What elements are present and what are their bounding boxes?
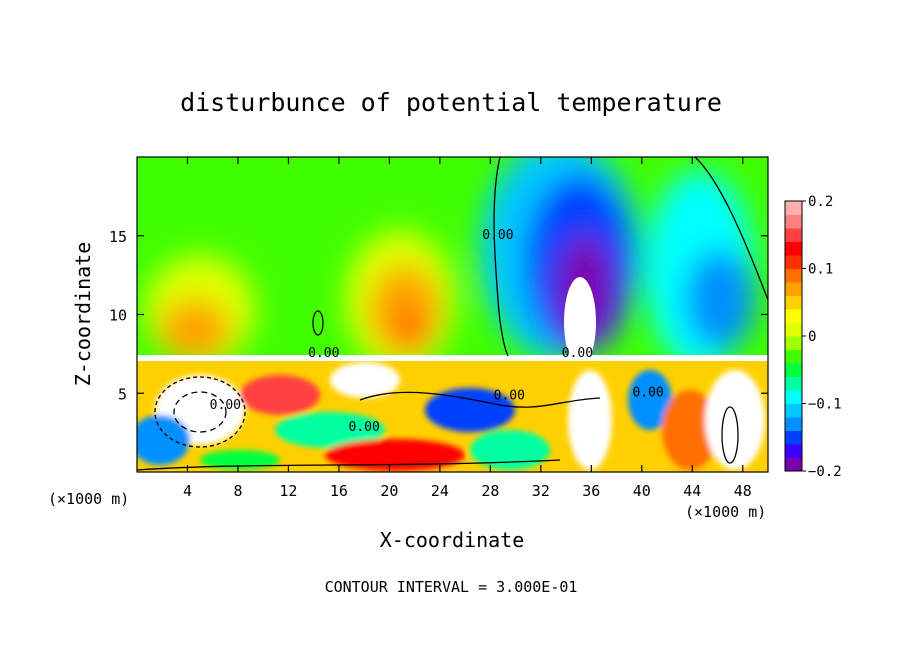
z-tick-label: 5 bbox=[118, 385, 127, 403]
colorbar-tick-label: −0.1 bbox=[808, 397, 842, 413]
colorbar-swatch bbox=[785, 349, 802, 364]
y-axis-label: Z-coordinate bbox=[71, 242, 95, 387]
contour-labels: 0.00 0.00 0.00 0.00 0.00 0.00 0.00 bbox=[210, 228, 664, 435]
x-tick-label: 28 bbox=[481, 482, 499, 500]
colorbar-tick-label: −0.2 bbox=[808, 464, 842, 480]
contour-label: 0.00 bbox=[482, 228, 513, 243]
z-tick-label: 10 bbox=[109, 307, 127, 325]
x-axis-label: X-coordinate bbox=[380, 528, 525, 552]
contour-label: 0.00 bbox=[308, 346, 339, 361]
x-ticks: 4 8 12 16 20 24 28 32 36 40 44 48 bbox=[183, 157, 752, 500]
colorbar-tick-label: 0.1 bbox=[808, 262, 833, 278]
colorbar-swatch bbox=[785, 255, 802, 269]
z-ticks: 5 10 15 bbox=[109, 228, 768, 403]
colorbar-swatch bbox=[785, 295, 802, 310]
colorbar-swatch bbox=[785, 241, 802, 256]
x-tick-label: 12 bbox=[279, 482, 297, 500]
colorbar bbox=[784, 200, 803, 472]
x-tick-label: 44 bbox=[683, 482, 701, 500]
x-tick-label: 36 bbox=[582, 482, 600, 500]
x-tick-label: 48 bbox=[734, 482, 752, 500]
chart-title: disturbunce of potential temperature bbox=[180, 88, 722, 117]
x-tick-label: 20 bbox=[380, 482, 398, 500]
colorbar-ticks: 0.2 0.1 0 −0.1 −0.2 bbox=[802, 194, 842, 480]
lower-layer-field bbox=[137, 355, 768, 472]
x-tick-label: 24 bbox=[431, 482, 449, 500]
x-unit-label: (×1000 m) bbox=[48, 490, 129, 508]
contour-label: 0.00 bbox=[562, 346, 593, 361]
z-unit-label: (×1000 m) bbox=[685, 503, 766, 521]
colorbar-swatch bbox=[785, 430, 802, 445]
colorbar-swatch bbox=[785, 363, 802, 377]
upper-layer-field bbox=[145, 157, 755, 370]
colorbar-swatch bbox=[785, 268, 802, 283]
x-tick-label: 8 bbox=[233, 482, 242, 500]
colorbar-swatch bbox=[785, 403, 802, 418]
colorbar-tick-label: 0 bbox=[808, 329, 816, 345]
z-tick-label: 15 bbox=[109, 228, 127, 246]
colorbar-swatch bbox=[785, 322, 802, 337]
contour-label: 0.00 bbox=[349, 420, 380, 435]
colorbar-swatch bbox=[785, 228, 802, 242]
colorbar-swatch bbox=[785, 390, 802, 404]
colorbar-swatch bbox=[785, 444, 802, 458]
colorbar-swatch bbox=[785, 201, 802, 215]
colorbar-swatch bbox=[785, 214, 802, 229]
x-tick-label: 4 bbox=[183, 482, 192, 500]
contour-label: 0.00 bbox=[494, 389, 525, 404]
contour-label: 0.00 bbox=[632, 385, 663, 400]
colorbar-swatch bbox=[785, 309, 802, 323]
colorbar-swatch bbox=[785, 336, 802, 350]
contour-label: 0.00 bbox=[210, 398, 241, 413]
x-tick-label: 16 bbox=[330, 482, 348, 500]
x-tick-label: 40 bbox=[633, 482, 651, 500]
colorbar-tick-label: 0.2 bbox=[808, 194, 833, 210]
colorbar-swatch bbox=[785, 457, 802, 472]
x-tick-label: 32 bbox=[532, 482, 550, 500]
colorbar-swatch bbox=[785, 417, 802, 431]
colorbar-swatch bbox=[785, 282, 802, 296]
contour-lines bbox=[137, 157, 768, 471]
colorbar-swatch bbox=[785, 376, 802, 391]
contour-interval-note: CONTOUR INTERVAL = 3.000E-01 bbox=[325, 578, 578, 596]
cold-core-white bbox=[564, 277, 596, 367]
plot-area bbox=[137, 157, 768, 472]
